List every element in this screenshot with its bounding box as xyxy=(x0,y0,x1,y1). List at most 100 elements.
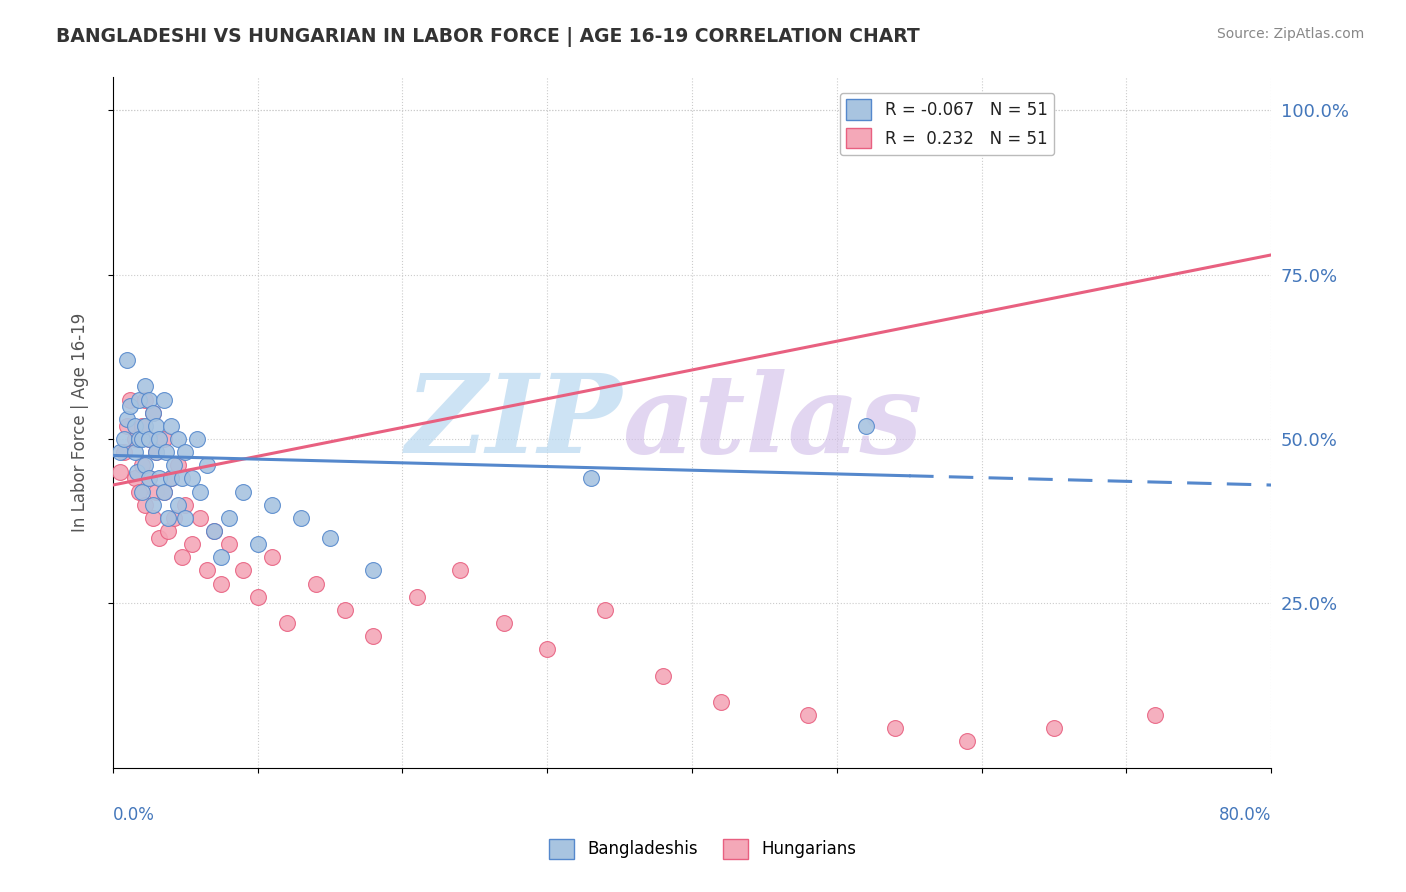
Point xyxy=(159,418,181,433)
Point xyxy=(128,392,150,407)
Point xyxy=(117,418,139,433)
Point xyxy=(108,445,131,459)
Point xyxy=(202,524,225,538)
Point xyxy=(232,564,254,578)
Point xyxy=(159,471,181,485)
Point xyxy=(172,471,194,485)
Point xyxy=(163,458,186,473)
Point xyxy=(131,484,153,499)
Point xyxy=(134,458,156,473)
Point xyxy=(138,392,160,407)
Point xyxy=(956,734,979,748)
Point xyxy=(195,564,218,578)
Point xyxy=(156,511,179,525)
Point xyxy=(188,511,211,525)
Point xyxy=(134,418,156,433)
Point xyxy=(124,418,146,433)
Point xyxy=(167,498,190,512)
Point xyxy=(145,445,167,459)
Point xyxy=(120,399,142,413)
Point xyxy=(163,511,186,525)
Point xyxy=(174,498,197,512)
Point xyxy=(172,550,194,565)
Text: Source: ZipAtlas.com: Source: ZipAtlas.com xyxy=(1216,27,1364,41)
Point xyxy=(124,445,146,459)
Point xyxy=(134,379,156,393)
Text: atlas: atlas xyxy=(623,368,922,476)
Point xyxy=(593,603,616,617)
Point xyxy=(138,432,160,446)
Point xyxy=(138,471,160,485)
Point xyxy=(218,511,240,525)
Point xyxy=(195,458,218,473)
Point xyxy=(333,603,356,617)
Point xyxy=(108,465,131,479)
Point xyxy=(167,458,190,473)
Point xyxy=(152,484,174,499)
Point xyxy=(128,484,150,499)
Point xyxy=(276,616,298,631)
Point xyxy=(142,511,165,525)
Point xyxy=(202,524,225,538)
Point xyxy=(127,465,149,479)
Point xyxy=(246,537,269,551)
Point xyxy=(304,576,326,591)
Point xyxy=(138,471,160,485)
Point xyxy=(142,406,165,420)
Point xyxy=(246,590,269,604)
Y-axis label: In Labor Force | Age 16-19: In Labor Force | Age 16-19 xyxy=(72,313,89,533)
Point xyxy=(145,418,167,433)
Point xyxy=(142,498,165,512)
Point xyxy=(1144,708,1167,723)
Point xyxy=(406,590,429,604)
Text: ZIP: ZIP xyxy=(406,368,623,476)
Point xyxy=(131,458,153,473)
Point xyxy=(155,445,177,459)
Point xyxy=(152,392,174,407)
Point xyxy=(152,484,174,499)
Point xyxy=(145,484,167,499)
Point xyxy=(145,445,167,459)
Point xyxy=(319,531,342,545)
Legend: Bangladeshis, Hungarians: Bangladeshis, Hungarians xyxy=(543,832,863,866)
Point xyxy=(117,412,139,426)
Point xyxy=(152,432,174,446)
Point xyxy=(174,445,197,459)
Point xyxy=(117,353,139,368)
Point xyxy=(114,432,136,446)
Point xyxy=(148,471,170,485)
Point xyxy=(652,668,675,682)
Point xyxy=(181,537,204,551)
Point xyxy=(114,445,136,459)
Point xyxy=(262,550,284,565)
Point xyxy=(128,432,150,446)
Point xyxy=(142,406,165,420)
Point xyxy=(159,471,181,485)
Point xyxy=(181,471,204,485)
Point xyxy=(148,432,170,446)
Point xyxy=(167,432,190,446)
Point xyxy=(290,511,312,525)
Point xyxy=(579,471,602,485)
Point xyxy=(186,432,208,446)
Point xyxy=(855,418,877,433)
Point xyxy=(209,576,232,591)
Point xyxy=(156,524,179,538)
Point xyxy=(710,695,733,709)
Point xyxy=(797,708,820,723)
Point xyxy=(124,471,146,485)
Point xyxy=(883,721,905,735)
Point xyxy=(138,432,160,446)
Point xyxy=(232,484,254,499)
Point xyxy=(134,392,156,407)
Text: BANGLADESHI VS HUNGARIAN IN LABOR FORCE | AGE 16-19 CORRELATION CHART: BANGLADESHI VS HUNGARIAN IN LABOR FORCE … xyxy=(56,27,920,46)
Point xyxy=(120,392,142,407)
Point xyxy=(1043,721,1066,735)
Point xyxy=(188,484,211,499)
Point xyxy=(363,629,385,643)
Text: 0.0%: 0.0% xyxy=(112,805,155,823)
Text: 80.0%: 80.0% xyxy=(1219,805,1271,823)
Point xyxy=(148,531,170,545)
Point xyxy=(124,432,146,446)
Legend: R = -0.067   N = 51, R =  0.232   N = 51: R = -0.067 N = 51, R = 0.232 N = 51 xyxy=(839,93,1054,155)
